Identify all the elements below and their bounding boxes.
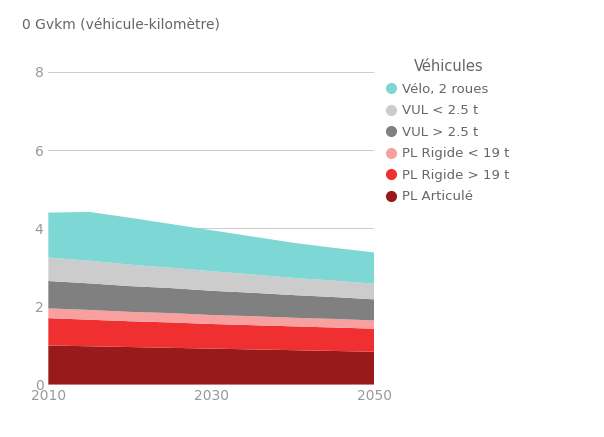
Text: 0 Gvkm (véhicule-kilomètre): 0 Gvkm (véhicule-kilomètre) xyxy=(22,18,220,32)
Legend: Vélo, 2 roues, VUL < 2.5 t, VUL > 2.5 t, PL Rigide < 19 t, PL Rigide > 19 t, PL : Vélo, 2 roues, VUL < 2.5 t, VUL > 2.5 t,… xyxy=(388,59,510,204)
